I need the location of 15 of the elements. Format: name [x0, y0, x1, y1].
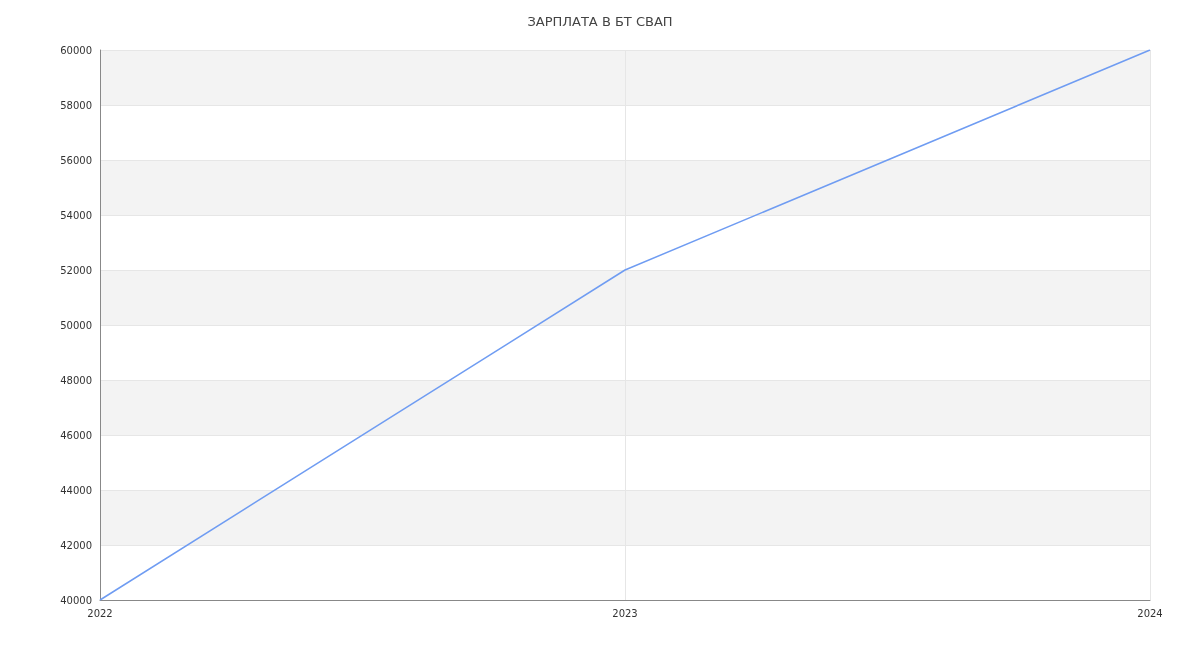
y-tick-label: 44000: [60, 484, 92, 496]
y-tick-label: 46000: [60, 429, 92, 441]
y-tick-label: 48000: [60, 374, 92, 386]
y-tick-label: 54000: [60, 209, 92, 221]
x-tick-label: 2024: [1137, 607, 1163, 619]
y-tick-label: 40000: [60, 594, 92, 606]
y-tick-label: 56000: [60, 154, 92, 166]
y-tick-label: 42000: [60, 539, 92, 551]
y-tick-label: 52000: [60, 264, 92, 276]
x-tick-label: 2023: [612, 607, 638, 619]
x-tick-label: 2022: [87, 607, 113, 619]
y-tick-label: 60000: [60, 44, 92, 56]
y-tick-label: 58000: [60, 99, 92, 111]
chart-title: ЗАРПЛАТА В БТ СВАП: [527, 14, 673, 29]
y-tick-label: 50000: [60, 319, 92, 331]
